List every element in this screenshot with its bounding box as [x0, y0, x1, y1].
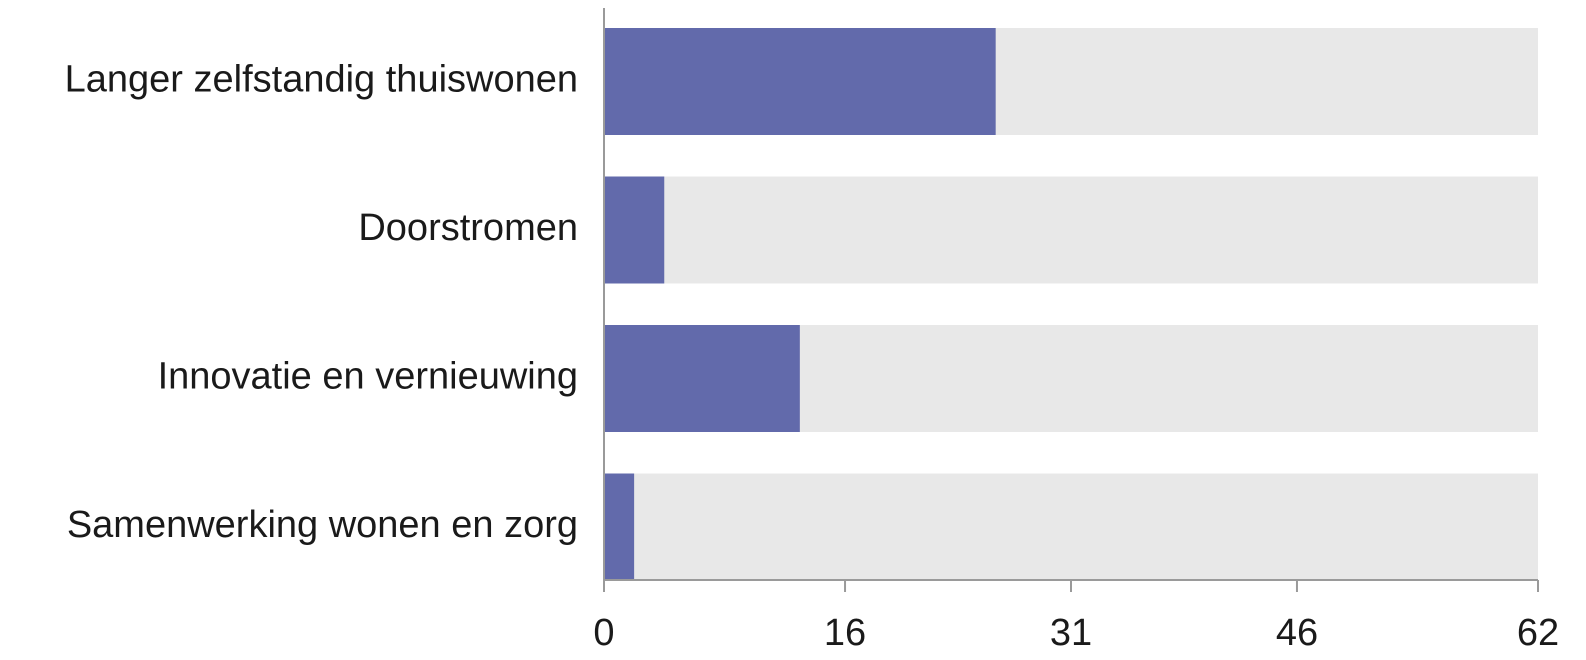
- bar: [604, 473, 635, 581]
- bar: [604, 28, 996, 135]
- category-label: Samenwerking wonen en zorg: [67, 504, 578, 546]
- bar: [604, 325, 800, 432]
- x-tick-label: 62: [1517, 612, 1559, 654]
- category-label: Langer zelfstandig thuiswonen: [65, 59, 578, 101]
- category-label: Innovatie en vernieuwing: [158, 356, 578, 398]
- x-tick-label: 0: [593, 612, 614, 654]
- x-tick-label: 31: [1050, 612, 1092, 654]
- bar: [604, 176, 665, 284]
- x-tick-label: 16: [824, 612, 866, 654]
- bar-background: [604, 473, 1538, 581]
- bar-background: [604, 176, 1538, 284]
- x-tick-label: 46: [1276, 612, 1318, 654]
- category-label: Doorstromen: [358, 207, 578, 249]
